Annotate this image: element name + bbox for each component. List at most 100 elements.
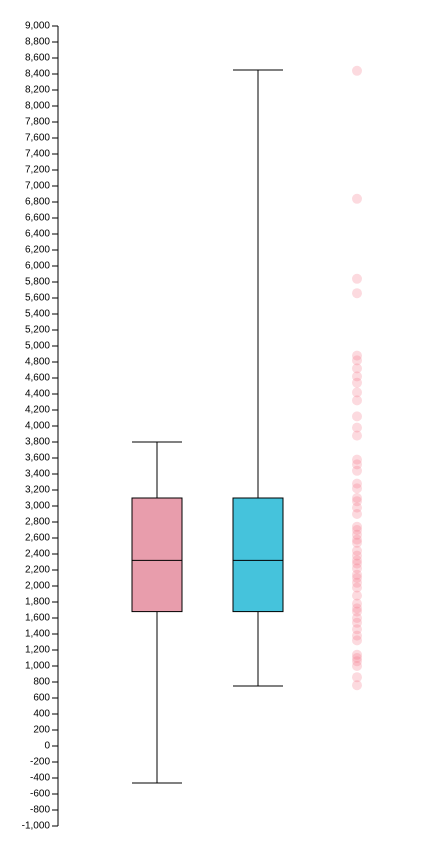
- data-point: [352, 422, 362, 433]
- data-point: [352, 525, 362, 535]
- y-tick-label: 8,600: [25, 53, 50, 64]
- data-point: [352, 430, 362, 441]
- data-point: [352, 387, 362, 398]
- data-point: [352, 653, 362, 663]
- data-point: [352, 288, 362, 299]
- data-point: [352, 630, 362, 641]
- y-tick-label: -200: [30, 757, 50, 768]
- data-point: [352, 350, 362, 361]
- y-tick-label: 2,200: [25, 565, 50, 576]
- data-point: [352, 569, 362, 580]
- data-point: [352, 65, 362, 76]
- point-series: [352, 65, 362, 691]
- y-tick-label: 600: [33, 693, 50, 704]
- iqr-box: [131, 497, 183, 613]
- data-point: [352, 558, 362, 569]
- y-tick-label: 200: [33, 725, 50, 736]
- y-tick-label: 2,400: [25, 549, 50, 560]
- y-tick-label: 7,600: [25, 133, 50, 144]
- y-tick-label: 1,000: [25, 661, 50, 672]
- y-tick-label: 800: [33, 677, 50, 688]
- data-point: [352, 483, 362, 494]
- y-tick-label: 6,400: [25, 229, 50, 240]
- y-tick-label: 2,600: [25, 533, 50, 544]
- y-tick-label: 5,200: [25, 325, 50, 336]
- y-tick-label: 6,600: [25, 213, 50, 224]
- data-point: [352, 395, 362, 406]
- y-tick-label: 6,800: [25, 197, 50, 208]
- y-tick-label: 4,800: [25, 357, 50, 368]
- y-tick-label: 7,200: [25, 165, 50, 176]
- data-point: [352, 680, 362, 691]
- data-point: [352, 478, 362, 489]
- data-point: [352, 613, 362, 623]
- y-tick-label: 4,400: [25, 389, 50, 400]
- y-tick-label: 9,000: [25, 21, 50, 32]
- y-tick-label: 2,800: [25, 517, 50, 528]
- y-tick-label: -600: [30, 789, 50, 800]
- y-tick-label: 3,800: [25, 437, 50, 448]
- data-point: [352, 459, 362, 470]
- y-tick-label: 3,600: [25, 453, 50, 464]
- data-point: [352, 465, 362, 476]
- data-point: [352, 649, 362, 660]
- data-point: [352, 355, 362, 366]
- y-tick-label: 1,400: [25, 629, 50, 640]
- data-point: [352, 363, 362, 374]
- data-point: [352, 502, 362, 513]
- data-point: [352, 273, 362, 284]
- y-tick-label: 7,000: [25, 181, 50, 192]
- y-tick-label: -1,000: [22, 821, 51, 832]
- data-point: [352, 193, 362, 204]
- y-tick-label: 5,000: [25, 341, 50, 352]
- y-tick-label: 1,600: [25, 613, 50, 624]
- y-tick-label: 5,600: [25, 293, 50, 304]
- y-tick-label: 4,600: [25, 373, 50, 384]
- data-point: [352, 603, 362, 614]
- y-tick-label: 5,400: [25, 309, 50, 320]
- y-tick-label: 2,000: [25, 581, 50, 592]
- data-point: [352, 550, 362, 561]
- data-point: [352, 661, 362, 671]
- data-point: [352, 577, 362, 588]
- data-point: [352, 454, 362, 465]
- data-point: [352, 617, 362, 628]
- y-tick-label: 1,200: [25, 645, 50, 656]
- data-point: [352, 582, 362, 593]
- data-point: [352, 563, 362, 574]
- box-series: [131, 69, 284, 784]
- data-point: [352, 529, 362, 540]
- data-point: [352, 411, 362, 422]
- data-point: [352, 598, 362, 609]
- data-point: [352, 493, 362, 503]
- y-tick-label: 8,200: [25, 85, 50, 96]
- y-tick-label: 3,000: [25, 501, 50, 512]
- data-point: [352, 573, 362, 583]
- y-tick-label: 1,800: [25, 597, 50, 608]
- data-point: [352, 496, 362, 507]
- data-point: [352, 371, 362, 382]
- data-point: [352, 635, 362, 646]
- y-tick-label: 0: [44, 741, 50, 752]
- y-tick-label: 8,400: [25, 69, 50, 80]
- data-point: [352, 545, 362, 556]
- data-point: [352, 672, 362, 683]
- box-1: [131, 441, 183, 784]
- data-point: [352, 656, 362, 667]
- data-point: [352, 521, 362, 532]
- y-tick-label: 3,200: [25, 485, 50, 496]
- iqr-box: [232, 497, 284, 613]
- y-tick-label: 4,000: [25, 421, 50, 432]
- data-point: [352, 555, 362, 566]
- y-tick-label: -400: [30, 773, 50, 784]
- data-point: [352, 624, 362, 635]
- y-tick-label: 7,400: [25, 149, 50, 160]
- data-point: [352, 534, 362, 545]
- y-tick-label: -800: [30, 805, 50, 816]
- y-tick-label: 400: [33, 709, 50, 720]
- data-point: [352, 509, 362, 519]
- y-tick-label: 3,400: [25, 469, 50, 480]
- data-point: [352, 377, 362, 388]
- y-tick-label: 6,200: [25, 245, 50, 256]
